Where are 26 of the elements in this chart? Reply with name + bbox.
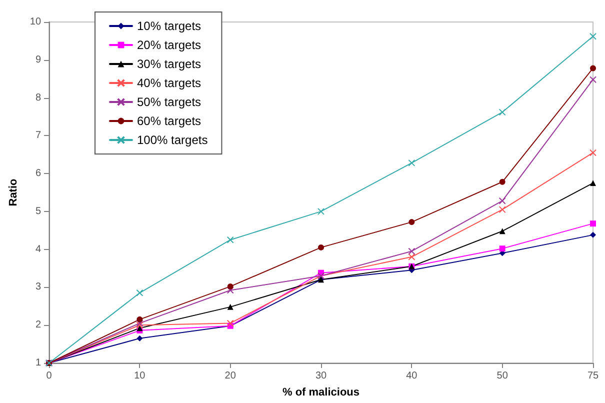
y-tick-label: 8 (35, 92, 42, 104)
legend-label: 50% targets (137, 95, 202, 109)
y-tick-label: 10 (30, 16, 42, 28)
x-tick-label: 0 (46, 370, 52, 382)
x-tick-label: 20 (224, 370, 236, 382)
x-tick-label: 75 (587, 370, 599, 382)
y-tick-label: 3 (35, 282, 42, 293)
y-tick-label: 4 (35, 244, 42, 255)
x-tick-label: 40 (406, 370, 418, 382)
x-tick-label: 30 (315, 370, 328, 382)
legend-label: 100% targets (137, 133, 208, 147)
x-tick-label: 10 (134, 370, 146, 382)
y-tick-label: 2 (35, 320, 42, 331)
y-tick-label: 9 (35, 54, 42, 66)
x-tick-label: 50 (496, 370, 508, 382)
legend-label: 20% targets (137, 38, 202, 52)
legend-label: 30% targets (137, 57, 202, 71)
y-tick-label: 5 (35, 206, 42, 217)
legend-label: 40% targets (137, 76, 202, 90)
legend-label: 10% targets (137, 19, 202, 33)
legend-label: 60% targets (137, 114, 202, 128)
y-tick-label: 6 (35, 168, 42, 180)
y-tick-label: 1 (35, 358, 42, 368)
y-axis-title: Ratio (8, 178, 20, 206)
y-tick-label: 7 (35, 130, 42, 142)
x-axis-title: % of malicious (282, 386, 360, 398)
